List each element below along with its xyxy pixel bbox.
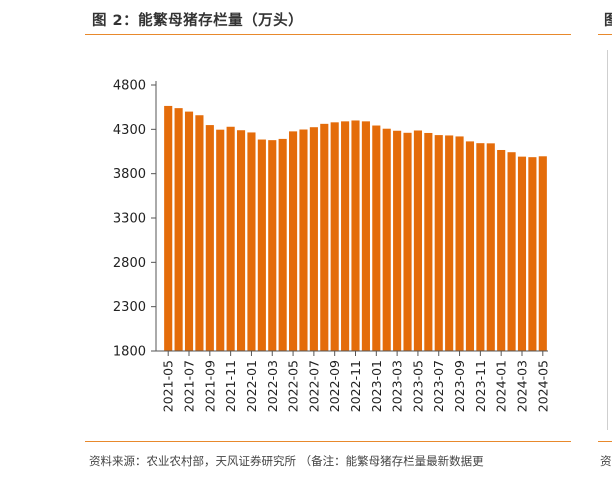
- x-tick-label: 2022-11: [348, 360, 363, 412]
- bar-2021-10: [216, 129, 225, 351]
- next-figure-title-fragment: 图: [604, 13, 612, 29]
- bar-2024-03: [517, 156, 527, 351]
- x-tick-label: 2023-01: [369, 360, 384, 412]
- bar-2024-05: [538, 156, 547, 351]
- bar-2021-08: [195, 115, 204, 352]
- bar-2023-12: [486, 143, 495, 351]
- next-chart-axis-fragment: [607, 50, 608, 430]
- x-tick-label: 2023-11: [473, 360, 488, 412]
- y-tick-label: 2800: [113, 256, 146, 271]
- bar-2022-05: [289, 131, 298, 351]
- bar-2021-11: [226, 126, 235, 351]
- bar-2021-07: [184, 111, 194, 351]
- bar-2023-10: [465, 141, 475, 351]
- x-tick-label: 2023-07: [431, 360, 446, 412]
- bar-2022-07: [309, 127, 318, 352]
- bar-2022-12: [361, 121, 370, 351]
- bar-2022-10: [341, 121, 350, 351]
- bar-2021-12: [236, 130, 246, 351]
- bar-series: [164, 105, 547, 352]
- x-axis: 2021-05 2021-07 2021-09 2021-11 2022-01 2022-…: [156, 350, 550, 412]
- bar-2023-09: [455, 136, 464, 351]
- next-source-divider: [598, 441, 612, 442]
- bar-2023-08: [445, 135, 454, 351]
- y-tick-label: 4300: [113, 123, 146, 138]
- bar-2023-04: [403, 132, 412, 351]
- x-tick-label: 2022-01: [244, 360, 259, 412]
- bar-2022-06: [299, 129, 308, 351]
- bar-2022-02: [257, 139, 266, 351]
- source-note: 资料来源：农业农村部，天风证券研究所 （备注：能繁母猪存栏量最新数据更: [89, 454, 484, 468]
- x-tick-label: 2023-03: [390, 360, 405, 412]
- bar-2024-02: [507, 152, 516, 351]
- y-tick-label: 3800: [113, 167, 146, 182]
- bar-2022-01: [247, 132, 256, 351]
- bar-2023-11: [476, 143, 485, 351]
- bar-2022-09: [330, 122, 339, 351]
- y-tick-label: 4800: [113, 79, 146, 94]
- x-tick-label: 2022-03: [265, 360, 280, 412]
- y-tick-label: 3300: [113, 212, 146, 227]
- x-tick-label: 2022-05: [286, 360, 301, 412]
- x-tick-label: 2024-03: [514, 360, 529, 412]
- bar-2024-04: [528, 157, 537, 351]
- x-tick-label: 2022-07: [306, 360, 321, 412]
- title-underline: [85, 34, 571, 35]
- next-title-underline: [598, 34, 612, 35]
- figure-title: 图 2：能繁母猪存栏量（万头）: [92, 13, 304, 29]
- x-tick-label: 2024-05: [535, 360, 550, 412]
- y-axis: 1800 2300 2800 3300 3800 4300 4800: [113, 79, 157, 360]
- y-tick-label: 1800: [113, 345, 146, 360]
- x-tick-label: 2023-09: [452, 360, 467, 412]
- bar-2023-05: [413, 130, 422, 351]
- x-tick-label: 2022-09: [327, 360, 342, 412]
- bar-2023-06: [424, 132, 433, 351]
- bar-2023-03: [393, 130, 402, 351]
- next-source-fragment: 资: [600, 454, 612, 468]
- bar-2023-07: [434, 135, 443, 351]
- x-tick-label: 2021-09: [202, 360, 217, 412]
- x-tick-label: 2021-11: [223, 360, 238, 412]
- x-tick-label: 2023-05: [410, 360, 425, 412]
- x-tick-label: 2021-07: [182, 360, 197, 412]
- bar-2023-02: [382, 128, 391, 351]
- bar-2022-04: [278, 138, 287, 351]
- x-tick-label: 2024-01: [494, 360, 509, 412]
- bar-2022-03: [268, 140, 277, 351]
- bar-2021-09: [205, 125, 214, 351]
- x-tick-label: 2021-05: [161, 360, 176, 412]
- y-tick-label: 2300: [113, 300, 146, 315]
- bar-2023-01: [372, 125, 381, 352]
- source-divider: [85, 441, 571, 442]
- bar-2021-05: [164, 105, 173, 352]
- bar-2022-08: [320, 123, 329, 351]
- bar-2021-06: [174, 108, 183, 351]
- bar-2024-01: [497, 149, 506, 351]
- bar-2022-11: [351, 120, 360, 351]
